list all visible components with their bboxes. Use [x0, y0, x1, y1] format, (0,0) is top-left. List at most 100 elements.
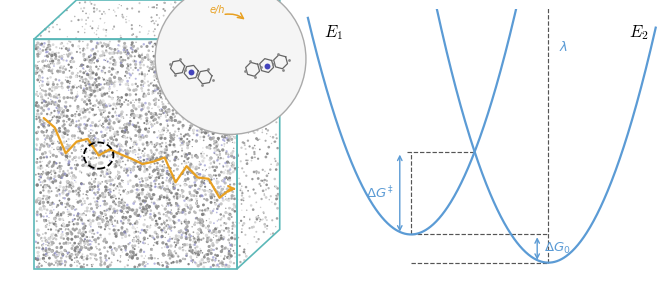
- Point: [79, 211, 89, 216]
- Point: [219, 54, 230, 59]
- Point: [40, 54, 50, 59]
- Point: [203, 108, 214, 113]
- Point: [218, 223, 228, 227]
- Point: [168, 132, 179, 137]
- Point: [207, 136, 217, 141]
- Point: [100, 116, 111, 121]
- Point: [59, 104, 70, 109]
- Point: [85, 222, 96, 227]
- Point: [99, 151, 110, 155]
- Point: [106, 134, 117, 139]
- Point: [109, 207, 119, 212]
- Point: [258, 188, 269, 193]
- Point: [237, 17, 248, 22]
- Point: [80, 226, 90, 230]
- Point: [71, 123, 82, 127]
- Point: [88, 252, 99, 257]
- Point: [58, 70, 69, 75]
- Point: [142, 157, 152, 162]
- Point: [82, 164, 93, 168]
- Point: [226, 215, 237, 219]
- Point: [120, 73, 131, 78]
- Point: [186, 247, 197, 252]
- Point: [217, 148, 228, 152]
- Point: [164, 215, 174, 220]
- Point: [64, 185, 75, 189]
- Point: [85, 65, 96, 70]
- Point: [133, 113, 143, 118]
- Point: [34, 265, 44, 269]
- Point: [89, 144, 100, 149]
- Point: [223, 78, 234, 83]
- Point: [69, 213, 79, 218]
- Point: [216, 260, 227, 265]
- Point: [71, 124, 81, 129]
- Point: [73, 106, 83, 111]
- Point: [135, 214, 146, 219]
- Point: [127, 145, 138, 150]
- Point: [77, 17, 87, 22]
- Point: [267, 4, 277, 9]
- Point: [141, 184, 151, 189]
- Point: [205, 228, 215, 233]
- Point: [150, 213, 160, 218]
- Point: [255, 76, 265, 81]
- Point: [211, 229, 221, 234]
- Point: [118, 202, 129, 207]
- Point: [205, 69, 215, 74]
- Point: [38, 117, 48, 122]
- Point: [228, 73, 238, 78]
- Point: [58, 222, 69, 226]
- Point: [32, 104, 43, 109]
- Point: [160, 109, 171, 114]
- Point: [186, 65, 197, 69]
- Point: [176, 142, 187, 147]
- Point: [32, 157, 43, 161]
- Point: [90, 166, 100, 171]
- Point: [125, 207, 135, 212]
- Point: [51, 132, 61, 137]
- Point: [209, 173, 219, 178]
- Point: [125, 45, 136, 50]
- Point: [130, 127, 141, 132]
- Point: [196, 237, 207, 242]
- Point: [147, 80, 157, 85]
- Point: [205, 62, 216, 67]
- Point: [174, 120, 184, 124]
- Point: [75, 46, 85, 51]
- Point: [71, 158, 81, 163]
- Point: [98, 115, 108, 119]
- Point: [153, 225, 164, 230]
- Point: [80, 201, 90, 206]
- Point: [223, 230, 234, 234]
- Point: [173, 150, 183, 154]
- Point: [207, 124, 218, 129]
- Point: [77, 63, 87, 68]
- Point: [162, 49, 172, 54]
- Point: [98, 153, 109, 158]
- Point: [208, 263, 218, 268]
- Point: [133, 68, 143, 73]
- Point: [197, 220, 207, 225]
- Point: [51, 115, 62, 119]
- Point: [114, 196, 124, 201]
- Point: [191, 139, 201, 143]
- Point: [148, 91, 159, 96]
- Point: [156, 203, 167, 207]
- Point: [182, 103, 193, 107]
- Point: [94, 119, 104, 124]
- Point: [212, 240, 222, 245]
- Point: [151, 41, 162, 46]
- Point: [196, 92, 207, 96]
- Point: [147, 234, 158, 239]
- Point: [265, 66, 276, 71]
- Point: [129, 251, 139, 256]
- Point: [267, 29, 277, 34]
- Point: [223, 170, 234, 175]
- Point: [110, 130, 120, 135]
- Point: [129, 88, 139, 93]
- Point: [188, 234, 199, 239]
- Point: [160, 235, 170, 240]
- Point: [202, 153, 213, 158]
- Point: [57, 190, 68, 194]
